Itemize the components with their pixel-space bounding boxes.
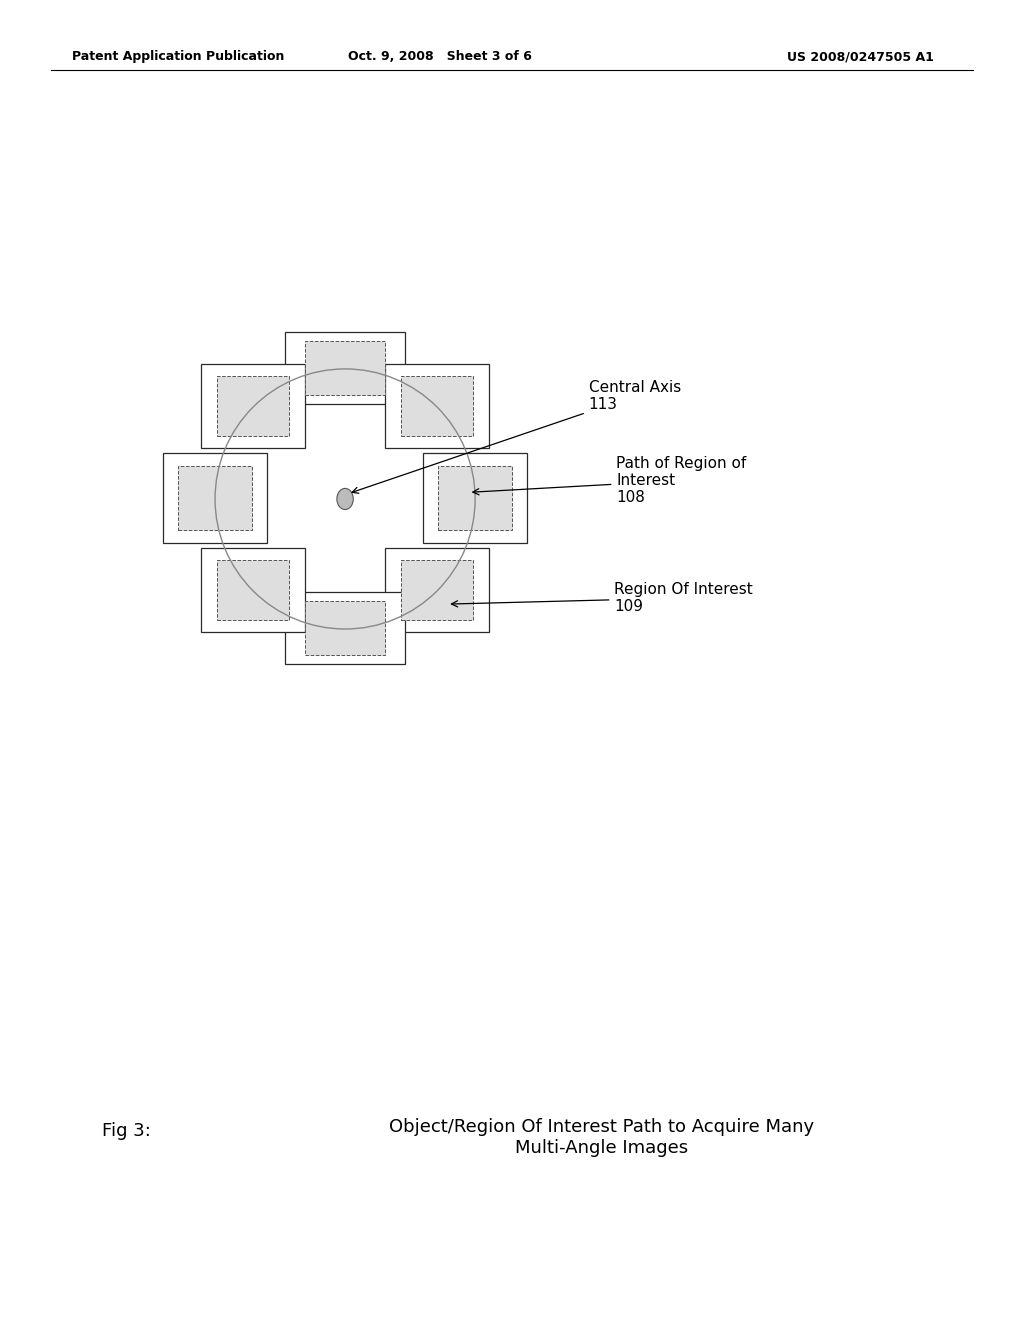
Circle shape [337,488,353,510]
Bar [163,453,267,543]
Bar [305,341,385,395]
Bar [201,548,305,632]
Text: Path of Region of
Interest
108: Path of Region of Interest 108 [473,455,746,506]
Text: Central Axis
113: Central Axis 113 [352,380,681,494]
Bar [201,364,305,447]
Bar [438,466,512,531]
Text: Fig 3:: Fig 3: [102,1122,152,1140]
Bar [285,333,406,404]
Text: Patent Application Publication: Patent Application Publication [72,50,284,63]
Bar [217,376,289,436]
Bar [217,560,289,620]
Bar [385,364,488,447]
Text: US 2008/0247505 A1: US 2008/0247505 A1 [786,50,934,63]
Bar [385,548,488,632]
Text: Oct. 9, 2008   Sheet 3 of 6: Oct. 9, 2008 Sheet 3 of 6 [348,50,532,63]
Text: Object/Region Of Interest Path to Acquire Many
Multi-Angle Images: Object/Region Of Interest Path to Acquir… [389,1118,814,1158]
Bar [401,376,473,436]
Bar [401,560,473,620]
Bar [178,466,252,531]
Bar [423,453,527,543]
Text: Region Of Interest
109: Region Of Interest 109 [452,582,753,614]
Bar [305,601,385,655]
Bar [285,591,406,664]
